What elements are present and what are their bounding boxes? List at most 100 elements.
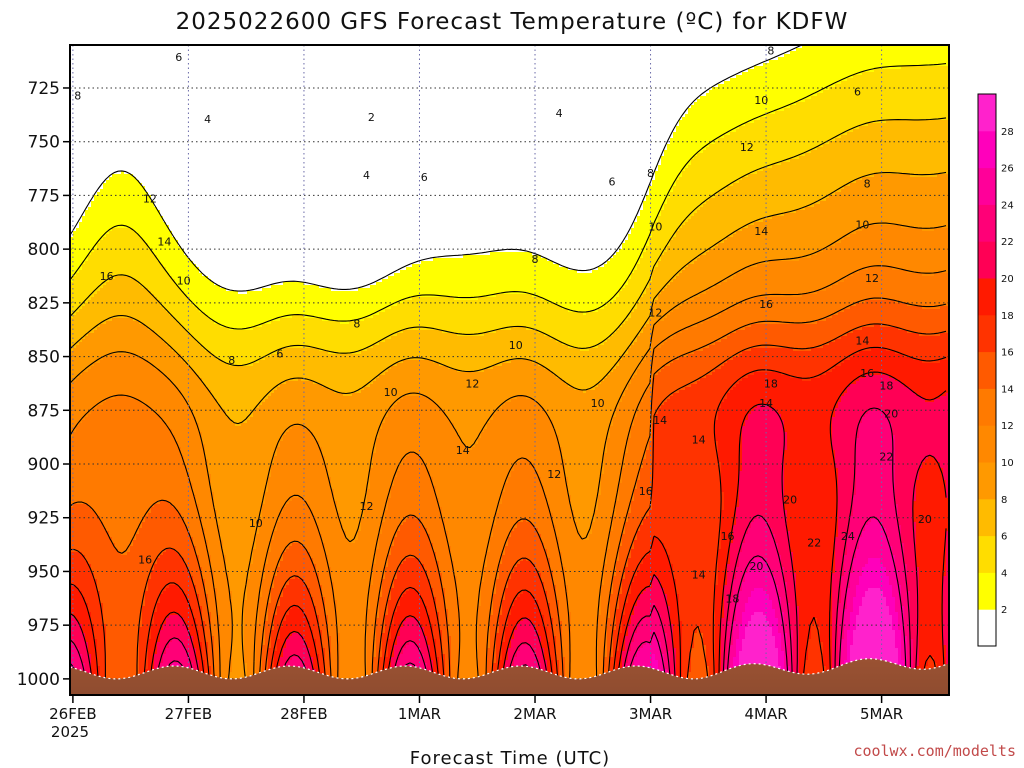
temperature-band: [184, 294, 188, 331]
temperature-band: [154, 255, 158, 298]
temperature-band: [439, 330, 443, 367]
temperature-band: [868, 267, 872, 301]
temperature-band: [652, 423, 656, 538]
temperature-band: [415, 558, 419, 592]
temperature-band: [718, 285, 722, 316]
temperature-band: [574, 390, 578, 523]
temperature-band: [304, 318, 308, 349]
temperature-band: [85, 561, 89, 604]
temperature-band: [235, 330, 239, 367]
temperature-band: [847, 132, 851, 187]
temperature-band: [697, 210, 701, 259]
temperature-band: [400, 525, 404, 565]
temperature-band: [199, 45, 203, 274]
temperature-band: [886, 267, 890, 301]
temperature-band: [874, 69, 878, 124]
temperature-band: [775, 297, 779, 325]
temperature-band: [769, 219, 773, 262]
temperature-band: [391, 408, 395, 487]
colorbar-swatch: [978, 462, 996, 500]
temperature-band: [784, 348, 788, 376]
temperature-band: [682, 303, 686, 331]
temperature-band: [886, 417, 890, 538]
temperature-band: [412, 330, 416, 361]
plot-frame: [69, 44, 950, 696]
temperature-band: [922, 363, 926, 400]
temperature-band: [781, 57, 785, 112]
temperature-band: [184, 255, 188, 295]
temperature-band: [781, 297, 785, 325]
temperature-band: [691, 45, 695, 106]
temperature-band: [130, 399, 134, 547]
temperature-band: [682, 171, 686, 226]
temperature-band: [262, 45, 266, 289]
temperature-band: [799, 45, 803, 49]
temperature-band: [439, 573, 443, 631]
temperature-band: [403, 360, 407, 397]
temperature-band: [97, 516, 101, 592]
temperature-band: [442, 45, 446, 259]
temperature-band: [148, 249, 152, 292]
contour-label: 16: [100, 270, 114, 283]
temperature-band: [772, 297, 776, 325]
temperature-band: [76, 45, 80, 229]
temperature-band: [463, 372, 467, 445]
temperature-band: [934, 66, 938, 121]
temperature-band: [772, 348, 776, 373]
temperature-band: [319, 45, 323, 289]
temperature-band: [784, 261, 788, 298]
temperature-band: [232, 423, 236, 694]
temperature-band: [184, 399, 188, 466]
temperature-band: [880, 348, 884, 376]
colorbar-tick-label: 2: [1001, 605, 1007, 616]
temperature-band: [640, 210, 644, 259]
temperature-band: [820, 642, 824, 695]
temperature-band: [727, 81, 731, 136]
temperature-band: [595, 270, 599, 313]
temperature-band: [637, 216, 641, 265]
temperature-band: [778, 372, 782, 415]
temperature-band: [256, 327, 260, 364]
temperature-band: [418, 330, 422, 361]
temperature-band: [178, 639, 182, 664]
contour-label: 8: [353, 317, 360, 330]
temperature-band: [616, 501, 620, 562]
temperature-band: [91, 201, 95, 253]
temperature-band: [319, 585, 323, 631]
temperature-band: [187, 630, 191, 655]
temperature-band: [745, 123, 749, 178]
temperature-band: [304, 585, 308, 616]
temperature-band: [631, 312, 635, 346]
temperature-band: [409, 558, 413, 589]
temperature-band: [637, 600, 641, 628]
temperature-band: [400, 597, 404, 628]
temperature-band: [340, 291, 344, 325]
temperature-band: [775, 45, 779, 61]
temperature-band: [580, 273, 584, 313]
temperature-band: [457, 300, 461, 337]
temperature-band: [385, 45, 389, 280]
temperature-band: [430, 297, 434, 331]
temperature-band: [556, 537, 560, 601]
temperature-band: [157, 558, 161, 604]
temperature-band: [661, 156, 665, 211]
temperature-band: [649, 237, 653, 283]
temperature-band: [127, 318, 131, 355]
temperature-band: [616, 366, 620, 409]
temperature-band: [361, 351, 365, 391]
temperature-band: [883, 174, 887, 226]
y-tick-label: 950: [28, 562, 60, 582]
temperature-band: [925, 276, 929, 310]
temperature-band: [781, 567, 785, 613]
temperature-band: [220, 288, 224, 328]
temperature-band: [592, 312, 596, 349]
contour-label: 14: [692, 569, 706, 582]
temperature-band: [664, 594, 668, 634]
temperature-band: [817, 321, 821, 349]
colorbar-frame: [977, 93, 997, 647]
temperature-band: [874, 45, 878, 70]
temperature-band: [784, 450, 788, 511]
temperature-band: [937, 309, 941, 337]
temperature-band: [847, 276, 851, 310]
temperature-band: [424, 606, 428, 637]
